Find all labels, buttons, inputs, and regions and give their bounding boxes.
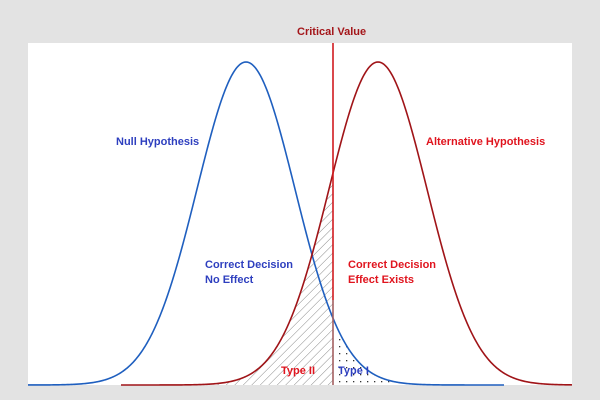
critical-value-label: Critical Value	[297, 26, 367, 38]
correct-decision-text: Correct Decision	[205, 259, 294, 271]
type-i-region	[333, 318, 504, 385]
correct-decision-effect-exists-label: Correct Decision Effect Exists	[348, 258, 436, 288]
alternative-hypothesis-label: Alternative Hypothesis	[426, 136, 546, 148]
null-hypothesis-curve	[28, 61, 504, 386]
correct-decision-no-effect-label: Correct Decision No Effect	[205, 258, 293, 288]
effect-exists-text: Effect Exists	[348, 274, 415, 286]
type-ii-region	[121, 173, 333, 385]
type-i-label: Type I	[338, 365, 369, 377]
null-hypothesis-label: Null Hypothesis	[116, 136, 200, 148]
type-ii-label: Type II	[281, 365, 316, 377]
no-effect-text: No Effect	[205, 274, 254, 286]
correct-decision-text: Correct Decision	[348, 259, 437, 271]
alternative-hypothesis-curve	[121, 61, 573, 386]
